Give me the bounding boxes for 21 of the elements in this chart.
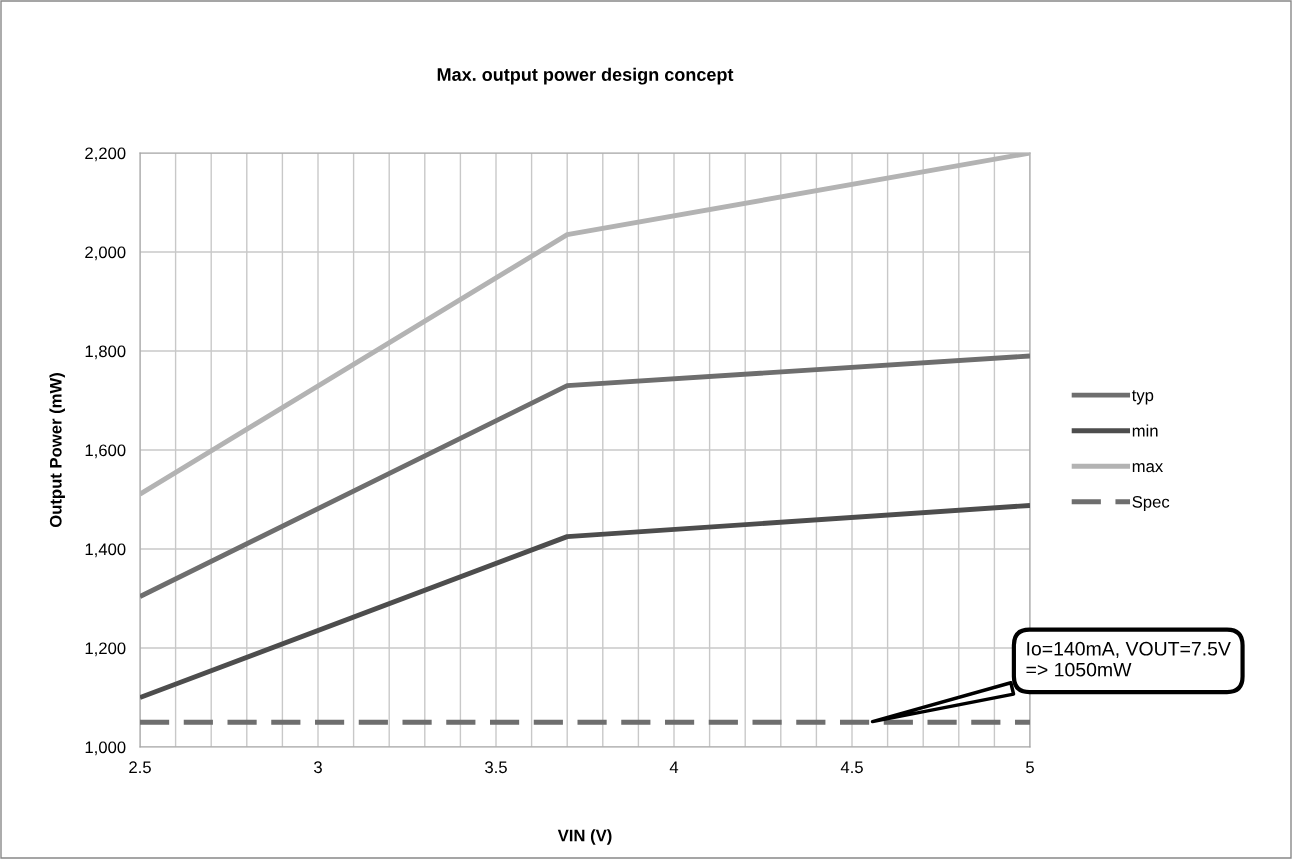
x-axis-title: VIN (V)	[557, 829, 612, 845]
y-tick-label: 1,200	[85, 642, 126, 657]
x-tick-label: 3	[314, 761, 322, 774]
y-tick-label: 2,200	[85, 147, 126, 162]
legend-label: typ	[1131, 390, 1154, 405]
annotation: Io=140mA, VOUT=7.5V => 1050mW	[1026, 641, 1231, 677]
y-tick-label: 2,000	[85, 246, 126, 261]
y-tick-label: 1,000	[85, 741, 126, 756]
y-axis-title: Output Power (mW)	[49, 373, 65, 528]
legend-label: min	[1132, 424, 1158, 437]
x-tick-label: 4	[669, 761, 679, 773]
legend-label: Spec	[1132, 495, 1170, 512]
y-tick-label: 1,800	[85, 345, 126, 360]
x-tick-label: 4.5	[840, 761, 863, 774]
legend-label: max	[1132, 463, 1164, 473]
x-tick-label: 3.5	[485, 761, 507, 774]
chart-title: Max. output power design concept	[437, 67, 734, 85]
x-tick-label: 2.5	[129, 761, 151, 774]
y-tick-label: 1,600	[85, 444, 126, 459]
y-tick-label: 1,400	[85, 543, 126, 558]
x-tick-label: 5	[1026, 761, 1034, 774]
